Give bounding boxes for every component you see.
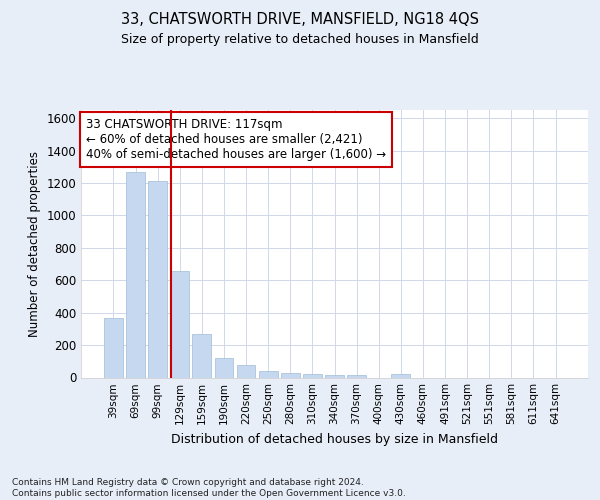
Y-axis label: Number of detached properties: Number of detached properties [28, 151, 41, 337]
Bar [215, 358, 233, 378]
Bar [347, 375, 366, 378]
Bar [126, 172, 145, 378]
Bar [303, 374, 322, 378]
Bar [236, 366, 256, 378]
Bar [193, 334, 211, 378]
Bar [325, 374, 344, 378]
X-axis label: Distribution of detached houses by size in Mansfield: Distribution of detached houses by size … [171, 433, 498, 446]
Bar [281, 372, 299, 378]
Bar [259, 371, 278, 378]
Bar [170, 270, 189, 378]
Text: 33 CHATSWORTH DRIVE: 117sqm
← 60% of detached houses are smaller (2,421)
40% of : 33 CHATSWORTH DRIVE: 117sqm ← 60% of det… [86, 118, 386, 161]
Text: 33, CHATSWORTH DRIVE, MANSFIELD, NG18 4QS: 33, CHATSWORTH DRIVE, MANSFIELD, NG18 4Q… [121, 12, 479, 28]
Bar [104, 318, 123, 378]
Bar [148, 180, 167, 378]
Bar [391, 374, 410, 378]
Text: Contains HM Land Registry data © Crown copyright and database right 2024.
Contai: Contains HM Land Registry data © Crown c… [12, 478, 406, 498]
Text: Size of property relative to detached houses in Mansfield: Size of property relative to detached ho… [121, 32, 479, 46]
